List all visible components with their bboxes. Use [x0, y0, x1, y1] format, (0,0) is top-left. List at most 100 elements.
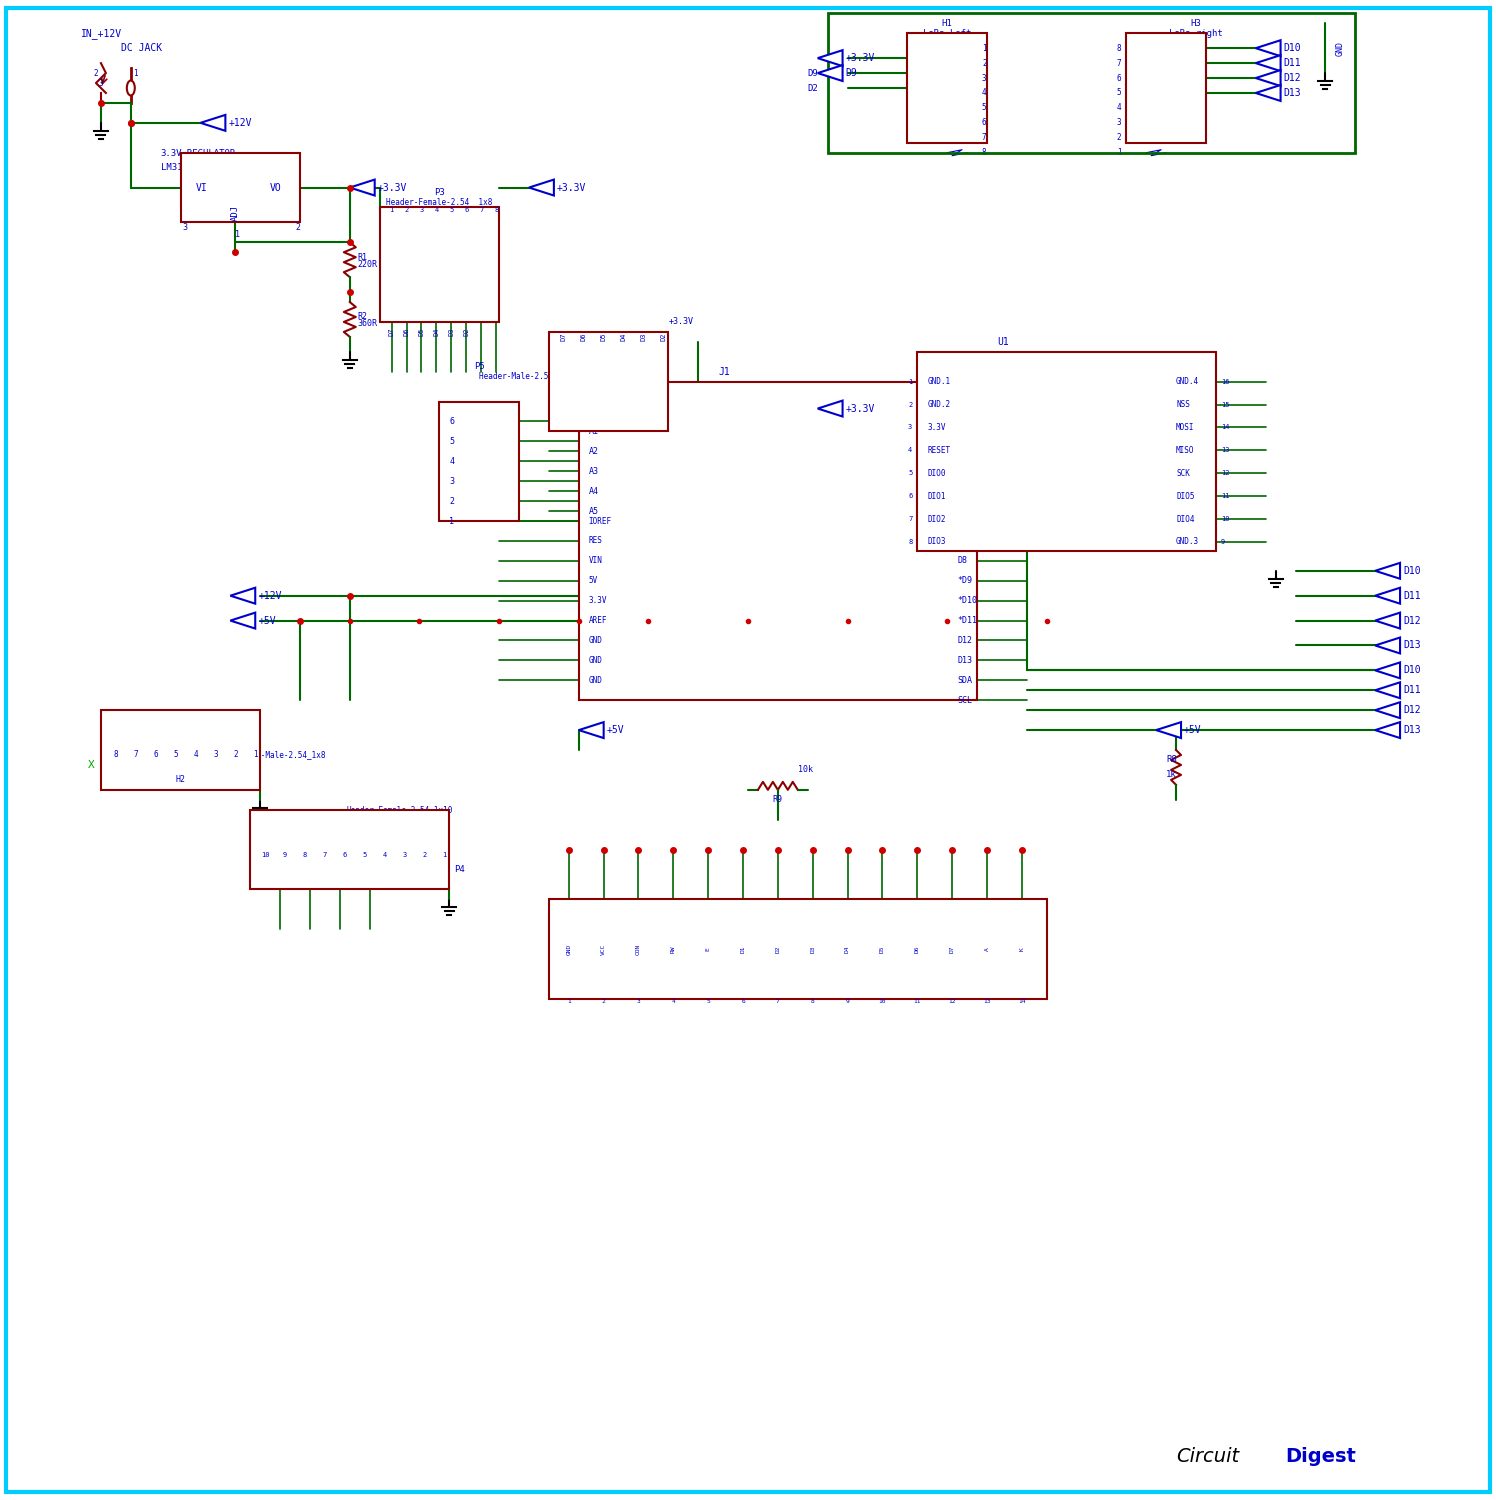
Text: +5V: +5V	[259, 615, 275, 626]
Polygon shape	[579, 722, 604, 738]
Text: 1: 1	[908, 378, 913, 384]
Bar	[181, 153, 301, 222]
Text: 3.3V: 3.3V	[928, 423, 945, 432]
Text: A4: A4	[589, 486, 598, 495]
Text: ARDUINO  R3  SHIELD: ARDUINO R3 SHIELD	[598, 381, 718, 392]
Text: 5: 5	[981, 104, 986, 112]
Text: 2: 2	[908, 402, 913, 408]
Text: 1: 1	[253, 750, 257, 759]
Text: 360R: 360R	[358, 320, 378, 328]
Text: 7: 7	[133, 750, 138, 759]
Text: D12: D12	[1284, 74, 1302, 82]
Text: 2: 2	[1116, 134, 1122, 142]
Text: A2: A2	[589, 447, 598, 456]
Text: H2: H2	[175, 776, 186, 784]
Text: 7: 7	[981, 134, 986, 142]
Text: LoRa Left: LoRa Left	[923, 28, 971, 38]
Text: D2: D2	[957, 436, 966, 445]
Text: +3.3V: +3.3V	[845, 53, 875, 63]
Text: A0: A0	[589, 406, 598, 416]
Bar	[380, 207, 500, 322]
Text: 14: 14	[1221, 424, 1230, 430]
Text: D13: D13	[1284, 88, 1302, 98]
Polygon shape	[1255, 86, 1281, 100]
Text: D2: D2	[464, 327, 470, 336]
Text: CON: CON	[636, 944, 640, 954]
Text: 1: 1	[133, 69, 138, 78]
Text: D3: D3	[640, 333, 646, 340]
Text: D11: D11	[1403, 591, 1421, 600]
Text: RX: RX	[957, 398, 966, 406]
Text: +3.3V: +3.3V	[557, 183, 586, 192]
Text: GND: GND	[567, 944, 571, 954]
Text: 3: 3	[183, 224, 187, 232]
Text: DIO5: DIO5	[1176, 492, 1195, 501]
Text: D3: D3	[811, 945, 815, 952]
Text: 3: 3	[637, 999, 640, 1004]
Text: 1: 1	[389, 207, 393, 213]
Polygon shape	[1375, 663, 1400, 678]
Bar	[440, 402, 519, 520]
Text: *D3: *D3	[957, 458, 972, 466]
Text: D12: D12	[1403, 615, 1421, 626]
Text: 6: 6	[343, 852, 347, 858]
Text: TX: TX	[957, 417, 966, 426]
Text: D4: D4	[957, 477, 966, 486]
Text: DIO3: DIO3	[928, 537, 945, 546]
Text: D9: D9	[806, 69, 818, 78]
Text: R1: R1	[358, 252, 368, 261]
Text: *D6: *D6	[957, 516, 972, 525]
Text: 6: 6	[741, 999, 745, 1004]
Text: R8: R8	[1165, 756, 1177, 765]
Text: GND: GND	[589, 676, 603, 686]
Text: +3.3V: +3.3V	[377, 183, 407, 192]
Text: GND: GND	[589, 656, 603, 664]
Text: Digest: Digest	[1285, 1448, 1357, 1467]
Text: 16: 16	[1221, 378, 1230, 384]
Text: 3: 3	[981, 74, 986, 82]
Text: 5: 5	[908, 471, 913, 477]
Text: +5V: +5V	[1183, 724, 1201, 735]
Text: 1: 1	[443, 852, 446, 858]
Text: 2: 2	[422, 852, 426, 858]
Text: +5V: +5V	[607, 724, 624, 735]
Text: 8: 8	[114, 750, 118, 759]
Text: 4: 4	[383, 852, 387, 858]
Text: 1: 1	[981, 44, 986, 52]
Text: LORA-RA-02-433MHZ: LORA-RA-02-433MHZ	[947, 352, 1047, 362]
Polygon shape	[818, 50, 842, 66]
Text: LCD: LCD	[1017, 920, 1032, 928]
Bar	[549, 332, 669, 432]
Text: 14: 14	[1017, 999, 1025, 1004]
Text: P4: P4	[455, 865, 465, 874]
Text: D7: D7	[957, 537, 966, 546]
Text: D6: D6	[914, 945, 920, 952]
Polygon shape	[1375, 562, 1400, 579]
Polygon shape	[230, 612, 256, 628]
Text: 3: 3	[1116, 118, 1122, 128]
Text: D5: D5	[419, 327, 425, 336]
Bar	[917, 352, 1216, 550]
Text: 3.3V: 3.3V	[589, 596, 607, 604]
Text: 9: 9	[1221, 538, 1225, 544]
Text: 6: 6	[449, 417, 455, 426]
Text: 2: 2	[233, 750, 238, 759]
Polygon shape	[230, 588, 256, 603]
Text: 6: 6	[154, 750, 159, 759]
Text: Circuit: Circuit	[1176, 1448, 1239, 1467]
Text: Header-Female-2.54  1x8: Header-Female-2.54 1x8	[386, 198, 492, 207]
Polygon shape	[200, 116, 226, 130]
Text: 10k: 10k	[797, 765, 812, 774]
Text: A1: A1	[589, 427, 598, 436]
Text: 12: 12	[948, 999, 956, 1004]
Bar	[1126, 33, 1206, 142]
Text: E: E	[706, 946, 711, 951]
Text: 9: 9	[845, 999, 850, 1004]
Text: LoRa right: LoRa right	[1168, 28, 1222, 38]
Text: D13: D13	[957, 656, 972, 664]
Text: D5: D5	[880, 945, 886, 952]
Text: DIO1: DIO1	[928, 492, 945, 501]
Text: 7: 7	[323, 852, 328, 858]
Text: 3: 3	[908, 424, 913, 430]
Text: GND.1: GND.1	[928, 376, 950, 386]
